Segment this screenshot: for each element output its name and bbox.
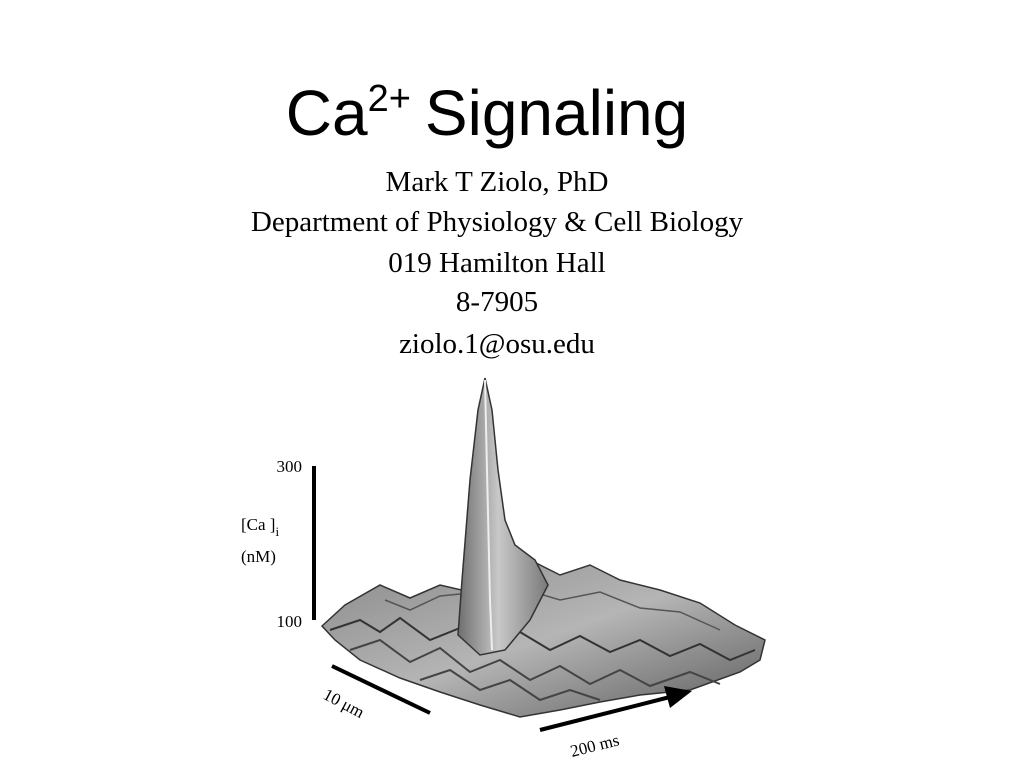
time-arrow <box>539 695 671 732</box>
time-arrowhead <box>664 686 692 708</box>
office: 019 Hamilton Hall <box>388 247 605 279</box>
phone: 8-7905 <box>456 286 538 318</box>
y-bottom-label: 100 <box>277 612 303 631</box>
space-scale-bar <box>331 664 431 715</box>
y-axis-label: [Ca ]i <box>241 515 279 539</box>
department: Department of Physiology & Cell Biology <box>251 206 744 238</box>
email: ziolo.1@osu.edu <box>399 328 595 360</box>
title: Ca2+ Signaling <box>286 77 688 149</box>
surface-plot <box>320 377 766 718</box>
y-axis-unit: (nM) <box>241 547 276 566</box>
author-name: Mark T Ziolo, PhD <box>386 166 609 198</box>
space-scale-label: 10 μm <box>320 685 367 722</box>
y-top-label: 300 <box>277 457 303 476</box>
time-scale-label: 200 ms <box>568 730 621 760</box>
